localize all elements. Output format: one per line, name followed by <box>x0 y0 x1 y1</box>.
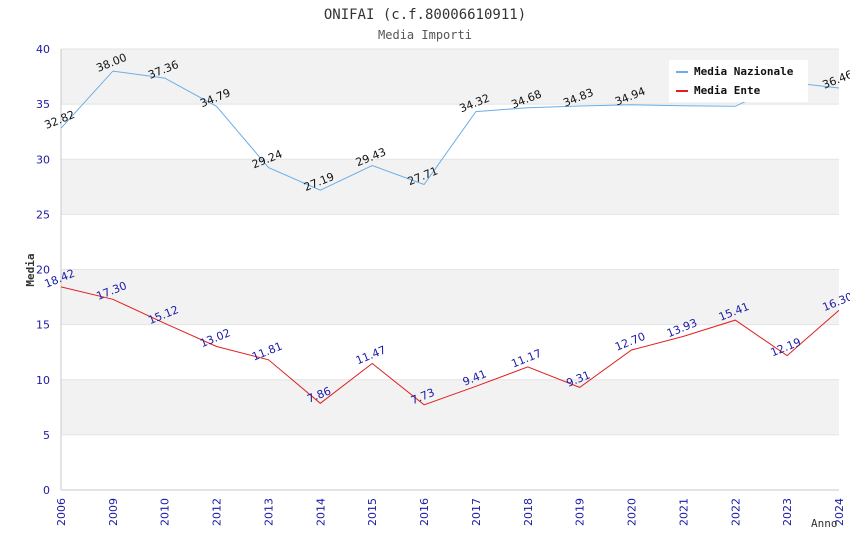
y-axis-label: Media <box>24 253 37 286</box>
x-tick-label: 2023 <box>781 498 794 526</box>
x-tick-label: 2014 <box>314 498 327 526</box>
chart-title: ONIFAI (c.f.80006610911) <box>324 7 526 23</box>
y-tick-label: 30 <box>36 153 50 166</box>
grid-band <box>61 379 839 435</box>
x-tick-label: 2020 <box>626 498 639 526</box>
x-tick-label: 2010 <box>159 498 172 526</box>
x-tick-label: 2017 <box>470 498 483 526</box>
chart-subtitle: Media Importi <box>378 28 472 42</box>
y-tick-label: 0 <box>43 484 50 497</box>
x-tick-label: 2012 <box>211 498 224 526</box>
y-tick-label: 40 <box>36 43 50 56</box>
x-tick-label: 2006 <box>55 498 68 526</box>
y-tick-label: 15 <box>36 319 50 332</box>
legend-label-nazionale: Media Nazionale <box>694 65 794 78</box>
x-tick-label: 2019 <box>574 498 587 526</box>
legend-box <box>669 60 808 102</box>
x-tick-label: 2022 <box>729 498 742 526</box>
series-line-ente <box>60 286 840 406</box>
x-tick-label: 2016 <box>418 498 431 526</box>
y-tick-label: 5 <box>43 429 50 442</box>
data-label: 32.82 <box>43 108 77 132</box>
x-tick-label: 2009 <box>107 498 120 526</box>
y-tick-label: 35 <box>36 98 50 111</box>
legend-label-ente: Media Ente <box>694 84 761 97</box>
series-group <box>60 70 840 406</box>
y-tick-label: 10 <box>36 374 50 387</box>
x-tick-label: 2024 <box>833 498 846 526</box>
x-axis-label: Anno <box>811 517 838 530</box>
data-label: 12.70 <box>613 330 647 354</box>
grid-band <box>61 269 839 325</box>
grid-bands <box>61 49 839 435</box>
grid-lines <box>61 48 839 491</box>
legend: Media Nazionale Media Ente <box>669 60 808 102</box>
y-tick-label: 20 <box>36 264 50 277</box>
y-tick-label: 25 <box>36 208 50 221</box>
series-line-nazionale <box>60 70 840 191</box>
x-tick-label: 2013 <box>262 498 275 526</box>
grid-band <box>61 159 839 215</box>
x-tick-label: 2021 <box>677 498 690 526</box>
y-ticks: 0 5 10 15 20 25 30 35 40 <box>36 43 50 497</box>
data-label: 12.19 <box>769 335 803 359</box>
x-tick-label: 2015 <box>366 498 379 526</box>
data-label: 13.02 <box>198 326 232 350</box>
x-tick-label: 2018 <box>522 498 535 526</box>
x-ticks: 2006 2009 2010 2012 2013 2014 2015 2016 2017 2018… <box>55 498 846 526</box>
data-label: 11.47 <box>354 343 388 367</box>
axes <box>60 49 839 491</box>
